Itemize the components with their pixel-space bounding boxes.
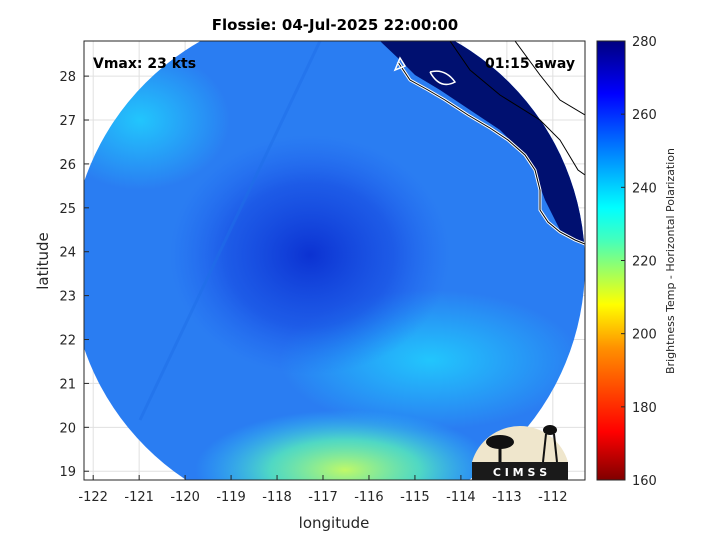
cimss-logo: C I M S S xyxy=(472,425,568,480)
y-tick-label: 27 xyxy=(59,114,76,129)
colorbar-label: Brightness Temp - Horizontal Polarizatio… xyxy=(664,148,677,374)
x-tick-label: -119 xyxy=(216,490,246,505)
axes-box xyxy=(83,40,586,481)
logo-text: C I M S S xyxy=(493,466,547,479)
x-tick-label: -115 xyxy=(400,490,430,505)
swath-edge xyxy=(138,41,322,421)
x-axis-label: longitude xyxy=(299,514,370,532)
vmax-label: Vmax: 23 kts xyxy=(93,56,196,72)
x-tick-label: -122 xyxy=(78,490,108,505)
x-tick-label: -117 xyxy=(308,490,338,505)
brightness-field xyxy=(84,41,585,480)
chart-title: Flossie: 04-Jul-2025 22:00:00 xyxy=(212,16,458,34)
tower-leg-right xyxy=(553,433,558,463)
island xyxy=(393,56,407,72)
colorbar-tick-label: 160 xyxy=(632,474,657,489)
cold-core xyxy=(170,135,450,375)
y-axis-label: latitude xyxy=(34,232,52,290)
state-border xyxy=(449,41,585,176)
y-tick-label: 24 xyxy=(59,246,76,261)
x-tick-label: -116 xyxy=(354,490,384,505)
colorbar xyxy=(596,40,626,481)
y-tick-label: 21 xyxy=(59,377,76,392)
satellite-dish-icon xyxy=(486,435,514,449)
colorbar-tick-label: 220 xyxy=(632,255,657,270)
y-tick-label: 19 xyxy=(59,465,76,480)
time-away-label: 01:15 away xyxy=(485,56,575,72)
state-border-2 xyxy=(514,41,585,116)
colorbar-tick-label: 240 xyxy=(632,181,657,196)
y-tick-label: 20 xyxy=(59,421,76,436)
y-axis: 19 20 21 22 23 24 25 26 27 28 xyxy=(59,70,89,480)
colorbar-tick-label: 200 xyxy=(632,328,657,343)
logo-band xyxy=(472,462,568,480)
tower-leg-left xyxy=(542,433,547,463)
x-tick-label: -114 xyxy=(446,490,476,505)
y-tick-label: 23 xyxy=(59,290,76,305)
colorbar-tick-label: 180 xyxy=(632,401,657,416)
y-tick-label: 28 xyxy=(59,70,76,85)
warm-region xyxy=(195,410,495,480)
water-tower-icon xyxy=(543,425,557,435)
x-axis: -122 -121 -120 -119 -118 -117 -116 -115 -114 -113… xyxy=(78,475,568,505)
x-tick-label: -121 xyxy=(124,490,154,505)
colorbar-tick-label: 280 xyxy=(632,35,657,50)
colorbar-tick-label: 260 xyxy=(632,108,657,123)
x-tick-label: -118 xyxy=(262,490,292,505)
colorbar-ticks: 160 180 200 220 240 260 280 xyxy=(621,35,657,489)
x-tick-label: -112 xyxy=(538,490,568,505)
bay xyxy=(429,70,457,86)
x-tick-label: -113 xyxy=(492,490,522,505)
y-tick-label: 25 xyxy=(59,202,76,217)
coastline-outline xyxy=(397,61,585,245)
x-tick-label: -120 xyxy=(170,490,200,505)
y-tick-label: 22 xyxy=(59,334,76,349)
land-region xyxy=(280,41,585,245)
y-tick-label: 26 xyxy=(59,158,76,173)
